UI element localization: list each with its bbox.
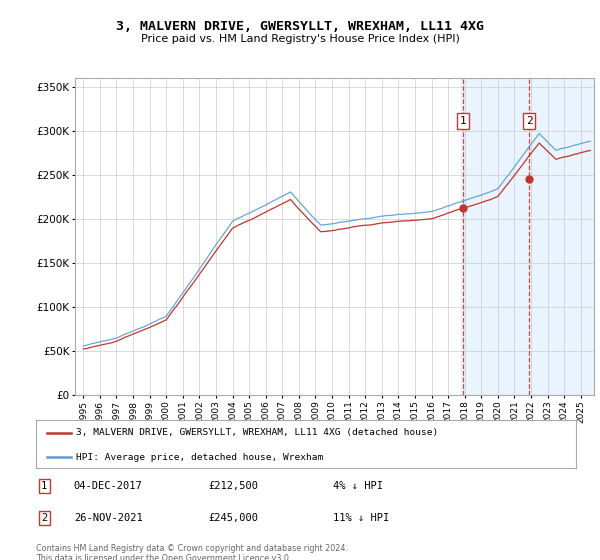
Text: 2: 2 (526, 116, 533, 126)
Text: 26-NOV-2021: 26-NOV-2021 (74, 513, 143, 523)
Text: 1: 1 (41, 481, 47, 491)
Text: This data is licensed under the Open Government Licence v3.0.: This data is licensed under the Open Gov… (36, 554, 292, 560)
Text: Contains HM Land Registry data © Crown copyright and database right 2024.: Contains HM Land Registry data © Crown c… (36, 544, 348, 553)
Text: 4% ↓ HPI: 4% ↓ HPI (333, 481, 383, 491)
Text: £245,000: £245,000 (209, 513, 259, 523)
Text: 1: 1 (460, 116, 467, 126)
Text: £212,500: £212,500 (209, 481, 259, 491)
Bar (461, 78, 594, 395)
Text: HPI: Average price, detached house, Wrexham: HPI: Average price, detached house, Wrex… (77, 452, 324, 461)
Text: 3, MALVERN DRIVE, GWERSYLLT, WREXHAM, LL11 4XG (detached house): 3, MALVERN DRIVE, GWERSYLLT, WREXHAM, LL… (77, 428, 439, 437)
Text: Price paid vs. HM Land Registry's House Price Index (HPI): Price paid vs. HM Land Registry's House … (140, 34, 460, 44)
Text: 04-DEC-2017: 04-DEC-2017 (74, 481, 143, 491)
Text: 11% ↓ HPI: 11% ↓ HPI (333, 513, 389, 523)
Text: 2: 2 (41, 513, 47, 523)
Text: 3, MALVERN DRIVE, GWERSYLLT, WREXHAM, LL11 4XG: 3, MALVERN DRIVE, GWERSYLLT, WREXHAM, LL… (116, 20, 484, 32)
